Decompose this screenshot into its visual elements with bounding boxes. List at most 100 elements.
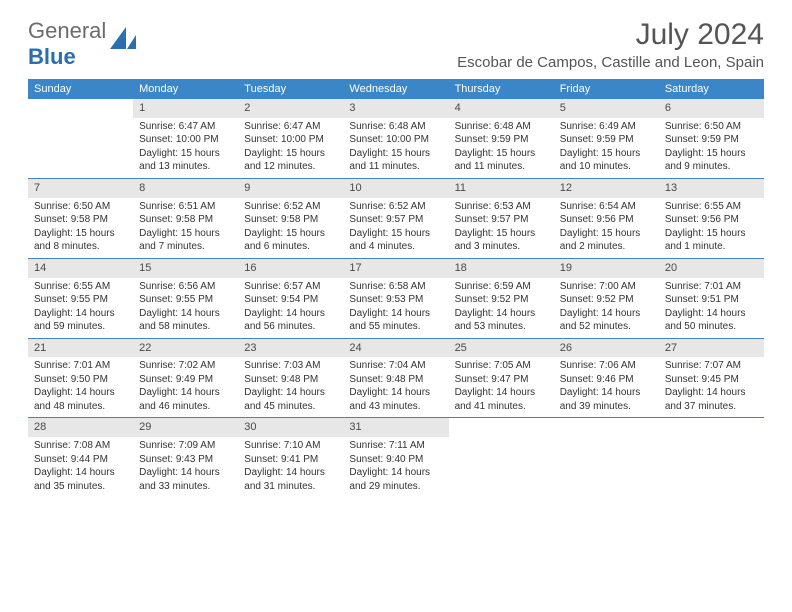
day-cell: 14Sunrise: 6:55 AMSunset: 9:55 PMDayligh…: [28, 259, 133, 338]
sunset-text: Sunset: 10:00 PM: [244, 133, 337, 147]
day-details: Sunrise: 7:01 AMSunset: 9:51 PMDaylight:…: [659, 278, 764, 338]
day-header: Monday: [133, 79, 238, 99]
sunrise-text: Sunrise: 6:55 AM: [34, 280, 127, 294]
day-header: Tuesday: [238, 79, 343, 99]
day-cell: 17Sunrise: 6:58 AMSunset: 9:53 PMDayligh…: [343, 259, 448, 338]
day-number: 20: [659, 259, 764, 278]
day-cell: 23Sunrise: 7:03 AMSunset: 9:48 PMDayligh…: [238, 339, 343, 418]
sunset-text: Sunset: 9:58 PM: [139, 213, 232, 227]
daylight-text: Daylight: 14 hours and 37 minutes.: [665, 386, 758, 413]
sunset-text: Sunset: 9:59 PM: [560, 133, 653, 147]
day-details: Sunrise: 7:00 AMSunset: 9:52 PMDaylight:…: [554, 278, 659, 338]
logo-text: General Blue: [28, 18, 106, 70]
daylight-text: Daylight: 15 hours and 2 minutes.: [560, 227, 653, 254]
sunset-text: Sunset: 9:55 PM: [34, 293, 127, 307]
sunset-text: Sunset: 9:56 PM: [665, 213, 758, 227]
day-header: Friday: [554, 79, 659, 99]
day-details: Sunrise: 7:08 AMSunset: 9:44 PMDaylight:…: [28, 437, 133, 497]
day-details: Sunrise: 7:10 AMSunset: 9:41 PMDaylight:…: [238, 437, 343, 497]
sunrise-text: Sunrise: 7:04 AM: [349, 359, 442, 373]
sunrise-text: Sunrise: 6:49 AM: [560, 120, 653, 134]
week-row: 14Sunrise: 6:55 AMSunset: 9:55 PMDayligh…: [28, 259, 764, 339]
day-number: 23: [238, 339, 343, 358]
day-number: 18: [449, 259, 554, 278]
daylight-text: Daylight: 14 hours and 35 minutes.: [34, 466, 127, 493]
logo-text-gray: General: [28, 18, 106, 43]
sunset-text: Sunset: 9:51 PM: [665, 293, 758, 307]
day-number: 11: [449, 179, 554, 198]
day-details: Sunrise: 6:59 AMSunset: 9:52 PMDaylight:…: [449, 278, 554, 338]
day-details: Sunrise: 6:52 AMSunset: 9:57 PMDaylight:…: [343, 198, 448, 258]
day-details: Sunrise: 6:58 AMSunset: 9:53 PMDaylight:…: [343, 278, 448, 338]
day-details: Sunrise: 6:53 AMSunset: 9:57 PMDaylight:…: [449, 198, 554, 258]
day-cell: 27Sunrise: 7:07 AMSunset: 9:45 PMDayligh…: [659, 339, 764, 418]
day-cell: 26Sunrise: 7:06 AMSunset: 9:46 PMDayligh…: [554, 339, 659, 418]
day-cell: 1Sunrise: 6:47 AMSunset: 10:00 PMDayligh…: [133, 99, 238, 178]
day-number: 2: [238, 99, 343, 118]
day-details: Sunrise: 6:57 AMSunset: 9:54 PMDaylight:…: [238, 278, 343, 338]
sunset-text: Sunset: 9:45 PM: [665, 373, 758, 387]
day-number: 9: [238, 179, 343, 198]
sunset-text: Sunset: 9:49 PM: [139, 373, 232, 387]
daylight-text: Daylight: 14 hours and 55 minutes.: [349, 307, 442, 334]
day-headers-row: Sunday Monday Tuesday Wednesday Thursday…: [28, 79, 764, 99]
sunrise-text: Sunrise: 6:48 AM: [455, 120, 548, 134]
sunset-text: Sunset: 9:57 PM: [455, 213, 548, 227]
day-number: 27: [659, 339, 764, 358]
day-cell: 25Sunrise: 7:05 AMSunset: 9:47 PMDayligh…: [449, 339, 554, 418]
day-details: Sunrise: 6:48 AMSunset: 10:00 PMDaylight…: [343, 118, 448, 178]
daylight-text: Daylight: 14 hours and 56 minutes.: [244, 307, 337, 334]
daylight-text: Daylight: 14 hours and 58 minutes.: [139, 307, 232, 334]
day-cell: 13Sunrise: 6:55 AMSunset: 9:56 PMDayligh…: [659, 179, 764, 258]
sunrise-text: Sunrise: 6:55 AM: [665, 200, 758, 214]
sunset-text: Sunset: 9:59 PM: [455, 133, 548, 147]
day-number: 25: [449, 339, 554, 358]
sunrise-text: Sunrise: 6:53 AM: [455, 200, 548, 214]
sunrise-text: Sunrise: 7:10 AM: [244, 439, 337, 453]
day-number: 16: [238, 259, 343, 278]
day-header: Thursday: [449, 79, 554, 99]
day-number: 7: [28, 179, 133, 198]
day-details: Sunrise: 6:55 AMSunset: 9:55 PMDaylight:…: [28, 278, 133, 338]
logo-sail-icon: [110, 27, 136, 54]
daylight-text: Daylight: 15 hours and 7 minutes.: [139, 227, 232, 254]
week-row: 21Sunrise: 7:01 AMSunset: 9:50 PMDayligh…: [28, 339, 764, 419]
daylight-text: Daylight: 14 hours and 53 minutes.: [455, 307, 548, 334]
daylight-text: Daylight: 14 hours and 29 minutes.: [349, 466, 442, 493]
day-number: 17: [343, 259, 448, 278]
sunrise-text: Sunrise: 6:54 AM: [560, 200, 653, 214]
sunrise-text: Sunrise: 6:48 AM: [349, 120, 442, 134]
day-cell: 28Sunrise: 7:08 AMSunset: 9:44 PMDayligh…: [28, 418, 133, 497]
sunrise-text: Sunrise: 6:57 AM: [244, 280, 337, 294]
week-row: 28Sunrise: 7:08 AMSunset: 9:44 PMDayligh…: [28, 418, 764, 497]
daylight-text: Daylight: 14 hours and 43 minutes.: [349, 386, 442, 413]
sunset-text: Sunset: 9:52 PM: [560, 293, 653, 307]
sunset-text: Sunset: 9:48 PM: [244, 373, 337, 387]
day-details: Sunrise: 6:48 AMSunset: 9:59 PMDaylight:…: [449, 118, 554, 178]
sunrise-text: Sunrise: 7:06 AM: [560, 359, 653, 373]
day-header: Sunday: [28, 79, 133, 99]
day-number: 14: [28, 259, 133, 278]
daylight-text: Daylight: 14 hours and 59 minutes.: [34, 307, 127, 334]
sunrise-text: Sunrise: 7:09 AM: [139, 439, 232, 453]
sunrise-text: Sunrise: 6:50 AM: [34, 200, 127, 214]
sunrise-text: Sunrise: 6:52 AM: [349, 200, 442, 214]
day-details: Sunrise: 7:01 AMSunset: 9:50 PMDaylight:…: [28, 357, 133, 417]
daylight-text: Daylight: 14 hours and 48 minutes.: [34, 386, 127, 413]
sunrise-text: Sunrise: 7:01 AM: [34, 359, 127, 373]
day-details: Sunrise: 7:09 AMSunset: 9:43 PMDaylight:…: [133, 437, 238, 497]
day-details: Sunrise: 7:11 AMSunset: 9:40 PMDaylight:…: [343, 437, 448, 497]
logo-text-blue: Blue: [28, 44, 76, 69]
sunrise-text: Sunrise: 6:47 AM: [244, 120, 337, 134]
title-block: July 2024 Escobar de Campos, Castille an…: [457, 18, 764, 71]
sunset-text: Sunset: 9:56 PM: [560, 213, 653, 227]
day-number: 31: [343, 418, 448, 437]
daylight-text: Daylight: 14 hours and 52 minutes.: [560, 307, 653, 334]
day-details: Sunrise: 6:49 AMSunset: 9:59 PMDaylight:…: [554, 118, 659, 178]
calendar: Sunday Monday Tuesday Wednesday Thursday…: [28, 79, 764, 497]
sunset-text: Sunset: 9:48 PM: [349, 373, 442, 387]
sunrise-text: Sunrise: 6:47 AM: [139, 120, 232, 134]
day-number: 28: [28, 418, 133, 437]
day-number: 26: [554, 339, 659, 358]
daylight-text: Daylight: 15 hours and 4 minutes.: [349, 227, 442, 254]
